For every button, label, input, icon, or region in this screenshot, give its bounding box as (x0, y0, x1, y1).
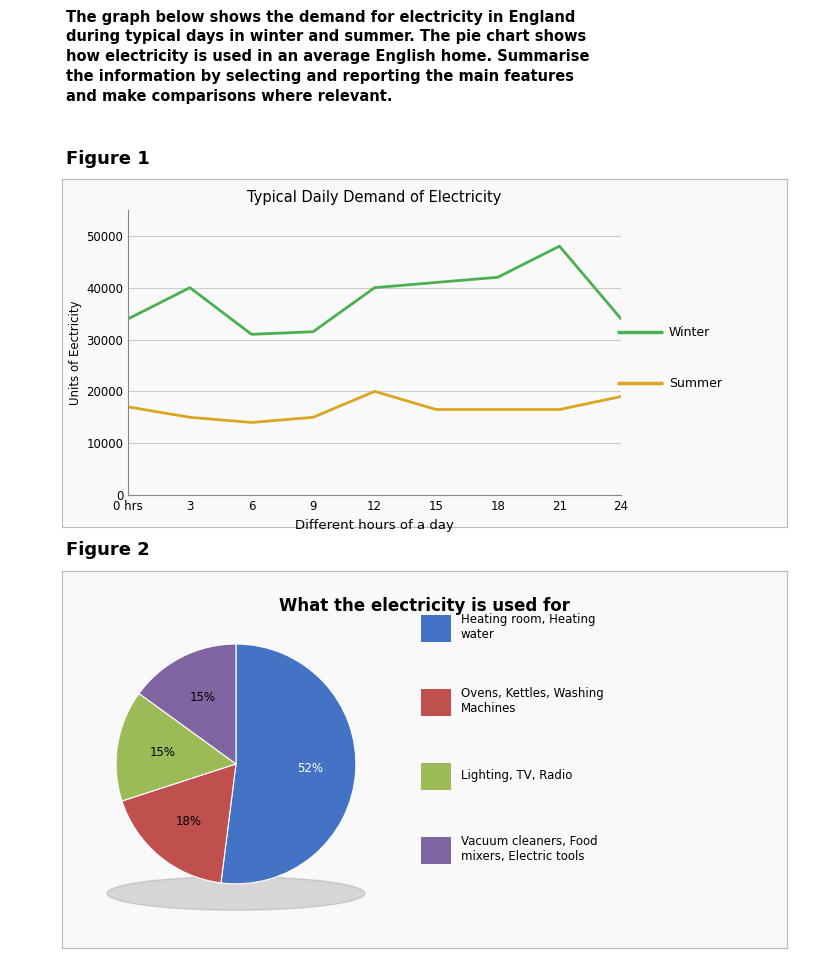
FancyBboxPatch shape (420, 616, 450, 642)
Text: 18%: 18% (175, 815, 201, 828)
Text: Winter: Winter (668, 326, 710, 338)
Text: Figure 1: Figure 1 (66, 150, 150, 167)
X-axis label: Different hours of a day: Different hours of a day (295, 518, 453, 532)
Text: What the electricity is used for: What the electricity is used for (279, 597, 569, 615)
Text: Lighting, TV, Radio: Lighting, TV, Radio (461, 769, 571, 781)
Text: The graph below shows the demand for electricity in England
during typical days : The graph below shows the demand for ele… (66, 10, 589, 103)
Text: Heating room, Heating
water: Heating room, Heating water (461, 613, 595, 641)
Text: Ovens, Kettles, Washing
Machines: Ovens, Kettles, Washing Machines (461, 688, 603, 715)
Wedge shape (221, 644, 356, 884)
FancyBboxPatch shape (420, 764, 450, 789)
FancyBboxPatch shape (420, 689, 450, 716)
Text: Figure 2: Figure 2 (66, 542, 150, 559)
Text: Vacuum cleaners, Food
mixers, Electric tools: Vacuum cleaners, Food mixers, Electric t… (461, 835, 597, 863)
Text: 52%: 52% (297, 762, 323, 776)
Wedge shape (116, 693, 236, 801)
Ellipse shape (107, 877, 365, 910)
Wedge shape (139, 644, 236, 764)
Text: 15%: 15% (150, 746, 175, 759)
FancyBboxPatch shape (420, 837, 450, 864)
Wedge shape (122, 764, 236, 883)
Title: Typical Daily Demand of Electricity: Typical Daily Demand of Electricity (247, 190, 501, 204)
Text: Summer: Summer (668, 377, 721, 390)
Text: 15%: 15% (189, 691, 215, 704)
Y-axis label: Units of Eectricity: Units of Eectricity (69, 300, 82, 405)
